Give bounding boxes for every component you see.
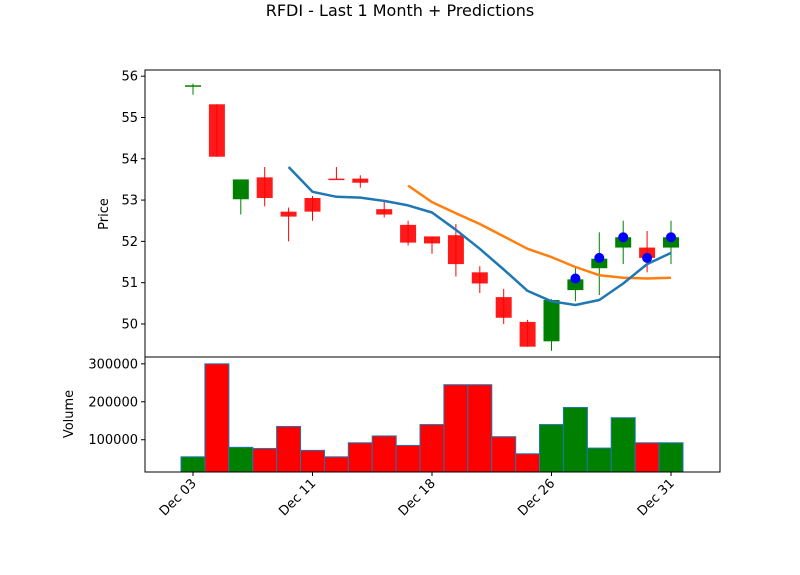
price-y-tick-label: 50: [121, 317, 138, 332]
volume-bar: [634, 442, 660, 473]
candle-body: [615, 237, 632, 248]
candle-body: [591, 258, 608, 269]
candle-body: [376, 209, 393, 215]
prediction-point: [618, 232, 629, 243]
price-y-tick-label: 54: [121, 152, 138, 167]
x-tick-label: Dec 18: [396, 476, 439, 519]
volume-bar: [467, 384, 493, 473]
x-tick-label: Dec 03: [157, 476, 200, 519]
volume-y-tick-label: 300000: [88, 357, 138, 372]
candle-body: [663, 237, 679, 248]
price-y-tick-label: 56: [121, 70, 138, 85]
volume-bar: [515, 453, 541, 473]
candle-body: [519, 321, 536, 347]
volume-bar: [491, 436, 517, 473]
candle-body: [471, 272, 488, 284]
candle-body: [543, 300, 560, 342]
ma-long-line: [407, 184, 672, 280]
candle-body: [495, 297, 512, 318]
price-y-tick-label: 55: [121, 111, 138, 126]
candle-body: [567, 279, 584, 291]
price-y-tick-label: 51: [121, 276, 138, 291]
candle-body: [639, 247, 656, 258]
volume-bar: [228, 446, 254, 473]
candle-body: [400, 224, 417, 243]
candle-body: [304, 198, 321, 212]
price-y-tick-label: 52: [121, 235, 138, 250]
prediction-point: [594, 252, 605, 263]
x-tick-label: Dec 26: [515, 476, 558, 519]
candle-body: [328, 178, 345, 181]
volume-bar: [276, 425, 302, 473]
x-tick-label: Dec 11: [276, 476, 319, 519]
volume-bar: [562, 406, 588, 473]
volume-y-tick-label: 100000: [88, 433, 138, 448]
candle-body: [352, 178, 369, 183]
prediction-point: [570, 273, 581, 284]
volume-bar: [419, 424, 445, 473]
chart-title: RFDI - Last 1 Month + Predictions: [266, 1, 535, 20]
volume-panel: 100000 200000 300000: [88, 357, 684, 473]
candle-body: [256, 177, 273, 199]
volume-bar: [395, 444, 421, 473]
price-panel: 50 51 52 53 54 55 56: [121, 70, 679, 351]
volume-bar: [443, 384, 469, 473]
volume-bar: [252, 447, 278, 473]
volume-bar: [300, 449, 325, 473]
candle-body: [185, 85, 201, 87]
volume-bar: [586, 447, 612, 473]
x-axis: Dec 03 Dec 11 Dec 18 Dec 26 Dec 31: [157, 472, 678, 519]
candle-body: [280, 211, 297, 217]
candle-body: [232, 179, 249, 200]
x-tick-label: Dec 31: [635, 476, 678, 519]
prediction-point: [666, 232, 676, 243]
volume-bar: [610, 417, 636, 473]
volume-bar: [658, 442, 684, 473]
volume-bar: [204, 363, 230, 473]
price-y-tick-label: 53: [121, 194, 138, 209]
volume-bar: [371, 435, 397, 473]
volume-bar: [347, 442, 373, 473]
candle-body: [447, 235, 464, 265]
volume-bar: [323, 456, 349, 473]
volume-bar: [539, 424, 564, 473]
candle-body: [208, 104, 225, 157]
ma-short-line: [287, 166, 672, 307]
volume-bar: [180, 456, 206, 473]
volume-y-tick-label: 200000: [88, 395, 138, 410]
prediction-point: [642, 252, 653, 263]
candle-body: [424, 236, 440, 244]
volume-y-axis-label: Volume: [62, 390, 77, 438]
price-y-axis-label: Price: [97, 198, 112, 230]
